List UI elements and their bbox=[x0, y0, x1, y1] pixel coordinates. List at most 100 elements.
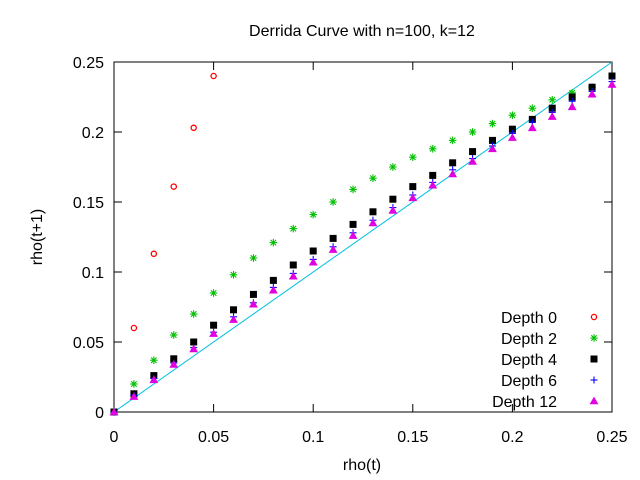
depth-2-point bbox=[389, 163, 397, 171]
depth-12-point bbox=[408, 193, 418, 202]
depth-2-point bbox=[428, 145, 437, 153]
depth-12-point bbox=[567, 102, 577, 111]
legend-marker-depth-4 bbox=[590, 355, 598, 363]
depth-2-point bbox=[508, 111, 517, 119]
x-tick-label: 0.15 bbox=[397, 429, 428, 446]
depth-12-point bbox=[428, 180, 438, 189]
depth-2-point bbox=[329, 198, 337, 206]
depth-2-point bbox=[349, 185, 357, 194]
x-tick-label: 0.1 bbox=[302, 429, 324, 446]
depth-4-point bbox=[269, 276, 277, 284]
depth-12-point bbox=[587, 89, 597, 98]
depth-12-point bbox=[249, 299, 258, 308]
depth-12-point bbox=[328, 245, 338, 253]
plot-frame bbox=[113, 61, 613, 413]
chart-title: Derrida Curve with n=100, k=12 bbox=[249, 23, 475, 40]
depth-12-point bbox=[368, 218, 378, 227]
depth-12-point bbox=[288, 271, 298, 280]
x-axis-label: rho(t) bbox=[343, 457, 381, 474]
depth-12-point bbox=[209, 329, 218, 337]
depth-4-point bbox=[329, 234, 337, 242]
y-tick-label: 0.1 bbox=[82, 265, 104, 282]
depth-12-point bbox=[308, 257, 318, 266]
depth-4-point bbox=[548, 104, 556, 112]
depth-2-point bbox=[169, 331, 178, 339]
x-tick-label: 0.2 bbox=[501, 429, 523, 446]
y-tick-label: 0.2 bbox=[82, 125, 104, 142]
y-tick-label: 0.15 bbox=[73, 195, 104, 212]
depth-12-point bbox=[268, 285, 278, 294]
depth-12-point bbox=[607, 80, 617, 88]
depth-2-point bbox=[150, 356, 158, 364]
x-tick-label: 0.25 bbox=[596, 429, 627, 446]
depth-2-point bbox=[209, 289, 218, 297]
legend-label-depth-12: Depth 12 bbox=[492, 394, 557, 411]
depth-4-point bbox=[309, 247, 317, 255]
legend: Depth 0 Depth 2 Depth 4 Depth 6 Depth 12 bbox=[492, 310, 599, 411]
legend-marker-depth-2 bbox=[590, 334, 598, 342]
depth-12-point bbox=[169, 360, 179, 368]
depth-12-point bbox=[229, 315, 238, 323]
depth-12-point bbox=[189, 344, 199, 353]
depth-4-point bbox=[289, 261, 297, 269]
depth-4-point bbox=[608, 72, 616, 80]
legend-marker-depth-6 bbox=[590, 376, 598, 384]
depth-0-point bbox=[150, 250, 158, 258]
depth-4-point bbox=[389, 195, 397, 203]
legend-label-depth-2: Depth 2 bbox=[501, 331, 557, 348]
y-tick-label: 0 bbox=[95, 405, 104, 422]
depth-2-point bbox=[189, 310, 198, 318]
depth-12-point bbox=[508, 133, 517, 141]
depth-4-point bbox=[349, 220, 357, 228]
depth-0-point bbox=[130, 324, 138, 332]
depth-4-point bbox=[409, 183, 417, 191]
depth-4-point bbox=[449, 159, 457, 167]
depth-2-point bbox=[548, 96, 557, 104]
depth-12-point bbox=[547, 112, 557, 120]
depth-2-point bbox=[249, 254, 258, 262]
depth-2-point bbox=[528, 104, 537, 112]
depth-2-point bbox=[289, 224, 298, 233]
depth-12-point bbox=[129, 392, 139, 400]
depth-4-point bbox=[488, 136, 496, 144]
legend-label-depth-4: Depth 4 bbox=[501, 352, 557, 369]
depth-12-point bbox=[488, 144, 497, 153]
depth-4-point bbox=[170, 355, 178, 363]
depth-2-point bbox=[130, 380, 138, 388]
depth-12-point bbox=[448, 169, 458, 178]
legend-marker-depth-0 bbox=[590, 313, 598, 321]
depth-2-point bbox=[309, 210, 317, 219]
depth-2-point bbox=[369, 174, 377, 182]
legend-label-depth-6: Depth 6 bbox=[501, 373, 557, 390]
depth-0-point bbox=[190, 124, 197, 132]
y-tick-label: 0.25 bbox=[73, 55, 104, 72]
depth-4-point bbox=[190, 338, 198, 346]
depth-2-point bbox=[409, 153, 417, 161]
depth-2-point bbox=[488, 119, 497, 128]
depth-12-point bbox=[149, 375, 159, 384]
depth-0-point bbox=[170, 183, 178, 190]
depth-4-point bbox=[429, 171, 437, 179]
depth-12-point bbox=[468, 157, 477, 165]
depth-12-point bbox=[388, 206, 398, 214]
x-tick-label: 0 bbox=[110, 429, 119, 446]
depth-2-point bbox=[468, 128, 477, 136]
depth-12-point bbox=[527, 123, 537, 132]
x-tick-label: 0.05 bbox=[198, 429, 229, 446]
depth-2-point bbox=[229, 271, 238, 279]
depth-4-point bbox=[230, 306, 238, 314]
depth-4-point bbox=[210, 321, 218, 329]
legend-marker-depth-12 bbox=[589, 396, 599, 405]
depth-4-point bbox=[588, 83, 596, 91]
y-axis-label: rho(t+1) bbox=[29, 209, 46, 265]
depth-4-point bbox=[568, 93, 576, 101]
depth-0-point bbox=[210, 72, 217, 80]
depth-4-point bbox=[508, 125, 516, 133]
legend-label-depth-0: Depth 0 bbox=[501, 310, 557, 327]
depth-2-point bbox=[269, 238, 278, 247]
depth-4-point bbox=[369, 208, 377, 216]
y-tick-label: 0.05 bbox=[73, 335, 104, 352]
depth-4-point bbox=[469, 148, 477, 156]
